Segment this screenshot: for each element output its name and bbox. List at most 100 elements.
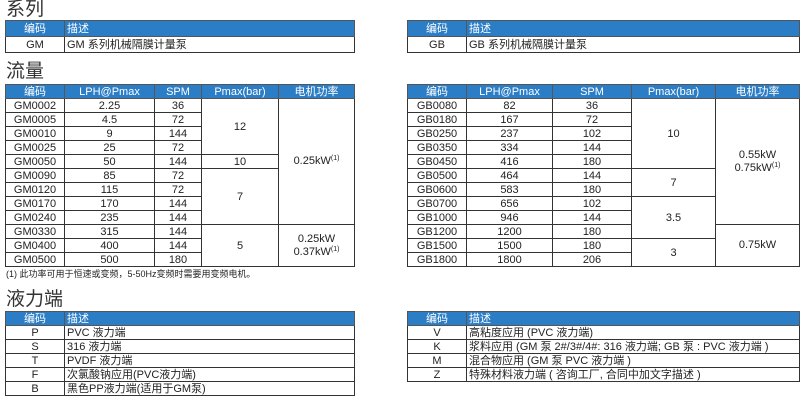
spm-cell: 180 (552, 182, 632, 197)
table-row: GB GB 系列机械隔膜计量泵 (407, 36, 800, 53)
pmax-cell: 3.5 (631, 196, 716, 239)
table-row: GB0350 334 144 (407, 140, 800, 155)
spm-cell: 102 (552, 196, 632, 211)
code-cell: S (5, 339, 65, 354)
code-cell: GB0500 (407, 168, 467, 183)
spm-cell: 180 (154, 252, 202, 267)
pmax-cell: 10 (631, 98, 716, 169)
desc-cell: 高粘度应用 (PVC 液力端) (466, 325, 800, 340)
lph-cell: 464 (466, 168, 553, 183)
spm-cell: 102 (552, 126, 632, 141)
table-row: GB0180 167 72 (407, 112, 800, 127)
spm-cell: 144 (154, 154, 202, 169)
header-desc: 描述 (466, 20, 800, 37)
footnote-ref: (1) (330, 155, 340, 162)
code-cell: GM0170 (5, 196, 65, 211)
lph-cell: 9 (64, 126, 155, 141)
flow-title: 流量 (6, 61, 45, 82)
footnote-ref: (1) (330, 245, 340, 253)
spm-cell: 206 (552, 252, 632, 267)
desc-cell: GB 系列机械隔膜计量泵 (466, 36, 800, 53)
header-cell: 电机功率 (278, 84, 355, 99)
code-cell: GB0080 (407, 98, 467, 113)
header-cell: Pmax(bar) (631, 84, 716, 99)
desc-cell: 混合物应用 (GM 泵 PVC 液力端 ) (466, 353, 800, 368)
liquid-title: 液力端 (6, 289, 64, 310)
header-cell: LPH@Pmax (64, 84, 155, 99)
pmax-cell: 7 (631, 168, 716, 197)
lph-cell: 25 (64, 140, 155, 155)
lph-cell: 1500 (466, 238, 553, 253)
spm-cell: 36 (154, 98, 202, 113)
header-cell: LPH@Pmax (466, 84, 553, 99)
pmax-cell: 7 (201, 168, 279, 225)
power-cell: 0.25kW 0.37kW(1) (278, 224, 355, 267)
table-row: GM0500 500 180 (5, 252, 355, 267)
spm-cell: 144 (552, 140, 632, 155)
lph-cell: 85 (64, 168, 155, 183)
header-desc: 描述 (466, 311, 800, 326)
power-line: 0.75kW (717, 239, 799, 252)
header-code: 编码 (5, 311, 65, 326)
power-cell: 0.25kW(1) (278, 98, 355, 225)
table-row: F 次氯酸钠应用(PVC液力端) (5, 367, 355, 382)
header-cell: 编码 (5, 84, 65, 99)
code-cell: GM0330 (5, 224, 65, 239)
code-cell: GB1200 (407, 224, 467, 239)
lph-cell: 334 (466, 140, 553, 155)
table-row: T PVDF 液力端 (5, 353, 355, 368)
table-row: B 黑色PP液力端(适用于GM泵) (5, 381, 355, 396)
table-row: GB0250 237 102 (407, 126, 800, 141)
lph-cell: 167 (466, 112, 553, 127)
table-row: GM0330 315 144 5 0.25kW 0.37kW(1) (5, 224, 355, 267)
power-value: 0.75kW (734, 161, 772, 174)
spm-cell: 72 (552, 112, 632, 127)
lph-cell: 2.25 (64, 98, 155, 113)
table-row: GB1000 946 144 (407, 210, 800, 225)
code-cell: GM0025 (5, 140, 65, 155)
series-table-gm: 编码 描述 GM GM 系列机械隔膜计量泵 (5, 20, 355, 53)
liquid-table-right: 编码 描述 V 高粘度应用 (PVC 液力端) K 浆料应用 (GM 泵 2#/3#/4#… (407, 311, 800, 382)
code-cell: K (407, 339, 467, 354)
lph-cell: 315 (64, 224, 155, 239)
lph-cell: 946 (466, 210, 553, 225)
code-cell: GB0450 (407, 154, 467, 169)
lph-cell: 115 (64, 182, 155, 197)
code-cell: GM0002 (5, 98, 65, 113)
lph-cell: 4.5 (64, 112, 155, 127)
table-row: GB1800 1800 206 (407, 252, 800, 267)
desc-cell: 次氯酸钠应用(PVC液力端) (64, 367, 355, 382)
code-cell: T (5, 353, 65, 368)
table-row: GM0400 400 144 (5, 238, 355, 253)
desc-cell: 黑色PP液力端(适用于GM泵) (64, 381, 355, 396)
header-cell: Pmax(bar) (201, 84, 279, 99)
spm-cell: 72 (154, 168, 202, 183)
pmax-cell: 5 (201, 224, 279, 267)
lph-cell: 500 (64, 252, 155, 267)
power-line: 0.25kW(1) (280, 155, 354, 168)
lph-cell: 416 (466, 154, 553, 169)
lph-cell: 400 (64, 238, 155, 253)
code-cell: GB1800 (407, 252, 467, 267)
code-cell: GB0250 (407, 126, 467, 141)
table-row: V 高粘度应用 (PVC 液力端) (407, 325, 800, 340)
code-cell: GM0010 (5, 126, 65, 141)
table-row: GM0050 50 144 10 (5, 154, 355, 169)
lph-cell: 583 (466, 182, 553, 197)
lph-cell: 1200 (466, 224, 553, 239)
header-code: 编码 (407, 311, 467, 326)
flow-table-gm: 编码 LPH@Pmax SPM Pmax(bar) 电机功率 GM0002 2.25 36 12… (5, 84, 355, 267)
spm-cell: 144 (552, 210, 632, 225)
spm-cell: 144 (154, 196, 202, 211)
lph-cell: 82 (466, 98, 553, 113)
code-cell: Z (407, 367, 467, 382)
spm-cell: 144 (154, 238, 202, 253)
header-code: 编码 (407, 20, 467, 37)
code-cell: GB0600 (407, 182, 467, 197)
table-row: M 混合物应用 (GM 泵 PVC 液力端 ) (407, 353, 800, 368)
code-cell: GB1000 (407, 210, 467, 225)
code-cell: GM0090 (5, 168, 65, 183)
footnote-ref: (1) (771, 161, 781, 169)
pmax-cell: 12 (201, 98, 279, 155)
code-cell: GB0700 (407, 196, 467, 211)
